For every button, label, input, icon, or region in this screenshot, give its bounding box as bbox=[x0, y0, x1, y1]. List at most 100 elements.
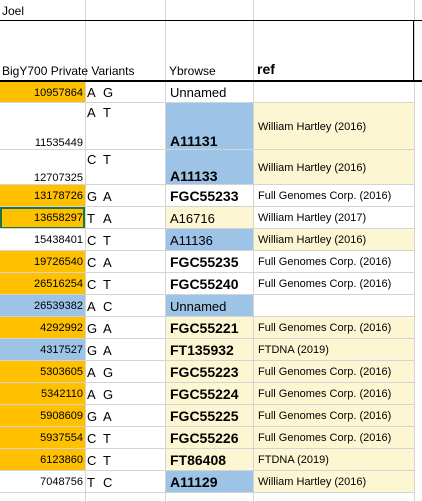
ybrowse-snp-cell[interactable]: Unnamed bbox=[170, 85, 227, 100]
position-cell[interactable]: 11535449 bbox=[34, 137, 83, 149]
position-cell[interactable]: 5908609 bbox=[0, 405, 85, 427]
position-cell[interactable]: 13658297 bbox=[0, 207, 85, 229]
position-cell[interactable]: 5937554 bbox=[0, 427, 85, 449]
ybrowse-snp-cell[interactable]: Unnamed bbox=[166, 295, 253, 317]
ybrowse-snp-cell[interactable]: A11133 bbox=[166, 150, 253, 185]
ref-cell[interactable]: William Hartley (2016) bbox=[254, 471, 414, 493]
ybrowse-snp-cell[interactable]: FGC55223 bbox=[166, 361, 253, 383]
derived-allele-cell[interactable]: T bbox=[103, 152, 111, 167]
ref-cell[interactable] bbox=[254, 295, 414, 317]
ybrowse-snp-cell[interactable]: A11129 bbox=[166, 471, 253, 493]
row-divider bbox=[0, 272, 414, 273]
table-row: 7048756 T C A11129 William Hartley (2016) bbox=[0, 471, 422, 493]
ancestral-allele-cell[interactable]: T bbox=[87, 210, 95, 226]
ancestral-allele-cell[interactable]: A bbox=[87, 105, 96, 120]
ybrowse-snp-cell[interactable]: FGC55224 bbox=[166, 383, 253, 405]
row-divider bbox=[0, 426, 414, 427]
derived-allele-cell[interactable]: C bbox=[103, 474, 113, 490]
position-cell[interactable]: 10957864 bbox=[0, 82, 85, 103]
header-ref[interactable]: ref bbox=[257, 61, 275, 77]
derived-allele-cell[interactable]: T bbox=[103, 232, 111, 248]
ancestral-allele-cell[interactable]: A bbox=[87, 386, 96, 402]
position-cell[interactable]: 4317527 bbox=[0, 339, 85, 361]
position-cell[interactable]: 6123860 bbox=[0, 449, 85, 471]
table-row: 13178726 G A FGC55233 Full Genomes Corp. (20… bbox=[0, 185, 422, 207]
ref-cell[interactable] bbox=[254, 82, 414, 103]
ybrowse-snp-cell[interactable]: FT86408 bbox=[166, 449, 253, 471]
derived-allele-cell[interactable]: T bbox=[103, 430, 111, 446]
ref-cell[interactable]: Full Genomes Corp. (2016) bbox=[258, 256, 392, 268]
table-row: 5908609 G A FGC55225 Full Genomes Corp. (201… bbox=[0, 405, 422, 427]
ref-cell[interactable]: FTDNA (2019) bbox=[254, 449, 414, 471]
derived-allele-cell[interactable]: A bbox=[103, 210, 112, 226]
position-cell[interactable]: 5342110 bbox=[0, 383, 85, 405]
position-cell[interactable]: 7048756 bbox=[40, 476, 83, 488]
table-row: 26516254 C T FGC55240 Full Genomes Corp. (20… bbox=[0, 273, 422, 295]
ybrowse-snp-cell[interactable]: FT135932 bbox=[166, 339, 253, 361]
ref-cell[interactable]: William Hartley (2016) bbox=[254, 103, 414, 150]
row-divider bbox=[0, 316, 414, 317]
ref-cell[interactable]: Full Genomes Corp. (2016) bbox=[258, 278, 392, 290]
ancestral-allele-cell[interactable]: G bbox=[87, 188, 98, 204]
ybrowse-snp-cell[interactable]: FGC55226 bbox=[166, 427, 253, 449]
table-row: 15438401 C T A11136 William Hartley (2016) bbox=[0, 229, 422, 251]
header-ybrowse[interactable]: Ybrowse bbox=[169, 64, 216, 78]
ancestral-allele-cell[interactable]: C bbox=[87, 430, 97, 446]
ref-cell[interactable]: William Hartley (2016) bbox=[254, 229, 414, 251]
ybrowse-snp-cell[interactable]: A11136 bbox=[166, 229, 253, 251]
ref-cell[interactable]: William Hartley (2016) bbox=[254, 150, 414, 185]
derived-allele-cell[interactable]: T bbox=[103, 105, 111, 120]
table-row: 13658297 T A A16716 William Hartley (2017) bbox=[0, 207, 422, 229]
derived-allele-cell[interactable]: T bbox=[103, 276, 111, 292]
ref-cell[interactable]: Full Genomes Corp. (2016) bbox=[254, 317, 414, 339]
derived-allele-cell[interactable]: G bbox=[103, 85, 114, 100]
position-cell[interactable]: 15438401 bbox=[34, 234, 83, 246]
derived-allele-cell[interactable]: A bbox=[103, 320, 112, 336]
ancestral-allele-cell[interactable]: A bbox=[87, 85, 96, 100]
ancestral-allele-cell[interactable]: G bbox=[87, 342, 98, 358]
ybrowse-snp-cell[interactable]: A11131 bbox=[166, 103, 253, 150]
derived-allele-cell[interactable]: G bbox=[103, 364, 114, 380]
ref-cell[interactable]: Full Genomes Corp. (2016) bbox=[254, 383, 414, 405]
ancestral-allele-cell[interactable]: C bbox=[87, 232, 97, 248]
header-variants[interactable]: BigY700 Private Variants bbox=[2, 64, 135, 78]
derived-allele-cell[interactable]: C bbox=[103, 298, 113, 314]
derived-allele-cell[interactable]: A bbox=[103, 342, 112, 358]
derived-allele-cell[interactable]: G bbox=[103, 386, 114, 402]
position-cell[interactable]: 26539382 bbox=[0, 295, 85, 317]
ybrowse-snp-cell[interactable]: A16716 bbox=[166, 207, 253, 229]
row-divider bbox=[0, 149, 414, 150]
position-cell[interactable]: 19726540 bbox=[0, 251, 85, 273]
ancestral-allele-cell[interactable]: C bbox=[87, 276, 97, 292]
ref-cell[interactable]: Full Genomes Corp. (2016) bbox=[254, 361, 414, 383]
table-row: 5303605 A G FGC55223 Full Genomes Corp. (201… bbox=[0, 361, 422, 383]
ybrowse-snp-cell[interactable]: FGC55221 bbox=[166, 317, 253, 339]
ancestral-allele-cell[interactable]: A bbox=[87, 364, 96, 380]
ref-cell[interactable]: Full Genomes Corp. (2016) bbox=[254, 427, 414, 449]
position-cell[interactable]: 26516254 bbox=[0, 273, 85, 295]
position-cell[interactable]: 5303605 bbox=[0, 361, 85, 383]
position-cell[interactable]: 13178726 bbox=[0, 185, 85, 207]
derived-allele-cell[interactable]: A bbox=[103, 254, 112, 270]
owner-label-cell[interactable]: Joel bbox=[2, 4, 25, 18]
derived-allele-cell[interactable]: A bbox=[103, 408, 112, 424]
ref-cell[interactable]: Full Genomes Corp. (2016) bbox=[258, 190, 392, 202]
ancestral-allele-cell[interactable]: A bbox=[87, 298, 96, 314]
ref-cell[interactable]: William Hartley (2017) bbox=[258, 212, 367, 224]
ref-cell[interactable]: FTDNA (2019) bbox=[254, 339, 414, 361]
position-cell[interactable]: 4292992 bbox=[0, 317, 85, 339]
ancestral-allele-cell[interactable]: C bbox=[87, 152, 97, 167]
ancestral-allele-cell[interactable]: G bbox=[87, 320, 98, 336]
ybrowse-snp-cell[interactable]: FGC55240 bbox=[170, 276, 239, 292]
ancestral-allele-cell[interactable]: C bbox=[87, 254, 97, 270]
ybrowse-snp-cell[interactable]: FGC55233 bbox=[170, 188, 239, 204]
position-cell[interactable]: 12707325 bbox=[34, 172, 83, 184]
ybrowse-snp-cell[interactable]: FGC55225 bbox=[166, 405, 253, 427]
ancestral-allele-cell[interactable]: T bbox=[87, 474, 95, 490]
ybrowse-snp-cell[interactable]: FGC55235 bbox=[170, 254, 239, 270]
ancestral-allele-cell[interactable]: C bbox=[87, 452, 97, 468]
derived-allele-cell[interactable]: A bbox=[103, 188, 112, 204]
derived-allele-cell[interactable]: T bbox=[103, 452, 111, 468]
ancestral-allele-cell[interactable]: G bbox=[87, 408, 98, 424]
ref-cell[interactable]: Full Genomes Corp. (2016) bbox=[254, 405, 414, 427]
